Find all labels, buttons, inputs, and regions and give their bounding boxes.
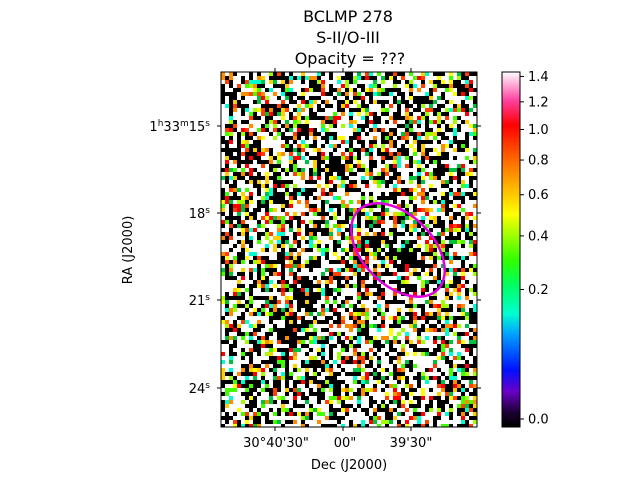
colorbar-tick-label: 1.4 (528, 70, 549, 85)
colorbar-tick-label: 1.2 (528, 95, 549, 110)
colorbar-tick-label: 0.2 (528, 283, 549, 298)
y-tick-label: 24s (189, 381, 211, 397)
colorbar: 0.0 0.2 0.4 0.6 0.8 1.0 1.2 1.4 (501, 70, 549, 428)
x-axis: 30°40'30" 00" 39'30" Dec (J2000) (243, 68, 432, 473)
x-tick-label: 30°40'30" (243, 436, 309, 451)
map-frame (220, 71, 478, 428)
chart-title-line-2: S-II/O-III (316, 28, 380, 47)
colorbar-tick-label: 0.4 (528, 229, 549, 244)
region-ellipse (350, 202, 446, 298)
colorbar-tick-label: 1.0 (528, 123, 549, 138)
y-tick-label: 21s (189, 293, 211, 309)
x-axis-label: Dec (J2000) (311, 458, 387, 473)
colorbar-ticks: 0.0 0.2 0.4 0.6 0.8 1.0 1.2 1.4 (520, 70, 549, 428)
y-tick-label: 18s (189, 206, 211, 222)
chart-title-line-1: BCLMP 278 (303, 7, 393, 26)
x-tick-label: 00" (334, 436, 357, 451)
colorbar-tick-label: 0.0 (528, 413, 549, 428)
colorbar-gradient (501, 71, 521, 428)
colorbar-tick-label: 0.6 (528, 188, 549, 203)
opacity-map (221, 72, 477, 427)
chart-title-line-3: Opacity = ??? (295, 49, 406, 68)
y-tick-label: 1h33m15s (149, 119, 210, 135)
y-axis-label: RA (J2000) (121, 216, 136, 285)
colorbar-tick-label: 0.8 (528, 154, 549, 169)
y-axis: 1h33m15s 18s 21s 24s RA (J2000) (121, 119, 481, 397)
x-tick-label: 39'30" (390, 436, 433, 451)
